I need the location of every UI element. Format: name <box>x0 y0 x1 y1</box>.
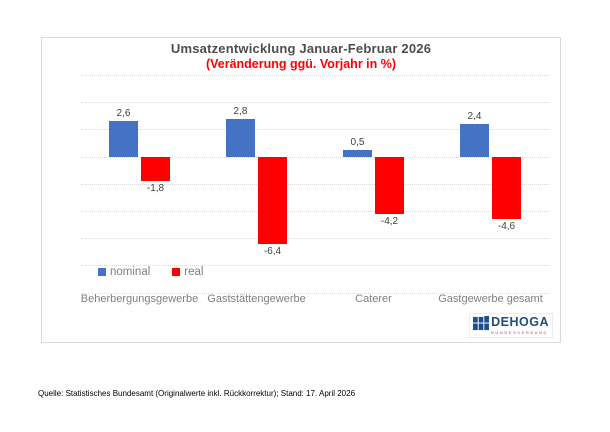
value-label-nominal-1: 2,8 <box>233 105 248 117</box>
plot-area: 2,6 -1,8 2,8 -6,4 0,5 -4,2 2,4 -4,6 <box>81 75 549 294</box>
footer-source-text: Quelle: Statistisches Bundesamt (Origina… <box>38 389 356 398</box>
gridline-6 <box>81 75 549 76</box>
bar-nominal-0 <box>109 121 138 157</box>
value-label-real-1: -6,4 <box>263 245 282 257</box>
category-label-0: Beherbergungsgewerbe <box>80 293 199 305</box>
value-label-real-0: -1,8 <box>146 183 165 195</box>
gridline-2 <box>81 129 549 131</box>
dehoga-logo: DEHOGA BUNDESVERBAND <box>469 313 553 338</box>
legend-label-nominal: nominal <box>110 266 151 278</box>
category-label-3: Gastgewerbe gesamt <box>438 293 543 305</box>
legend: nominal real <box>98 265 203 279</box>
legend-label-real: real <box>184 266 204 278</box>
bar-real-1 <box>258 156 287 244</box>
bar-nominal-1 <box>226 118 255 157</box>
gridline--8 <box>81 265 549 267</box>
value-label-nominal-2: 0,5 <box>350 136 365 148</box>
value-label-real-3: -4,6 <box>497 221 516 233</box>
gridline--2 <box>81 183 549 185</box>
chart-title: Umsatzentwicklung Januar-Februar 2026 <box>170 41 432 56</box>
legend-item-real: real <box>172 266 203 278</box>
chart-frame: Umsatzentwicklung Januar-Februar 2026 (V… <box>41 37 561 343</box>
value-label-nominal-3: 2,4 <box>467 110 482 122</box>
gridline--6 <box>81 238 549 240</box>
bar-real-2 <box>375 156 404 214</box>
gridline--10 <box>81 292 549 294</box>
category-axis: Beherbergungsgewerbe Gaststättengewerbe Ca… <box>81 293 549 307</box>
category-label-2: Caterer <box>355 293 392 305</box>
category-label-1: Gaststättengewerbe <box>207 293 306 305</box>
gridline--4 <box>81 211 549 212</box>
value-label-real-2: -4,2 <box>380 215 399 227</box>
legend-item-nominal: nominal <box>98 266 150 278</box>
gridline-4 <box>81 102 549 104</box>
bar-real-3 <box>492 156 521 220</box>
legend-swatch-nominal <box>98 268 106 276</box>
bar-nominal-3 <box>460 123 489 157</box>
chart-subtitle: (Veränderung ggü. Vorjahr in %) <box>205 57 397 71</box>
bar-real-0 <box>141 156 170 182</box>
value-label-nominal-0: 2,6 <box>116 108 131 120</box>
gridline-0 <box>81 156 549 158</box>
legend-swatch-real <box>172 268 181 276</box>
dehoga-logo-subtext: BUNDESVERBAND <box>491 330 548 335</box>
dehoga-logo-icon <box>473 316 490 331</box>
bar-nominal-2 <box>343 149 372 157</box>
dehoga-logo-text: DEHOGA <box>491 315 549 329</box>
